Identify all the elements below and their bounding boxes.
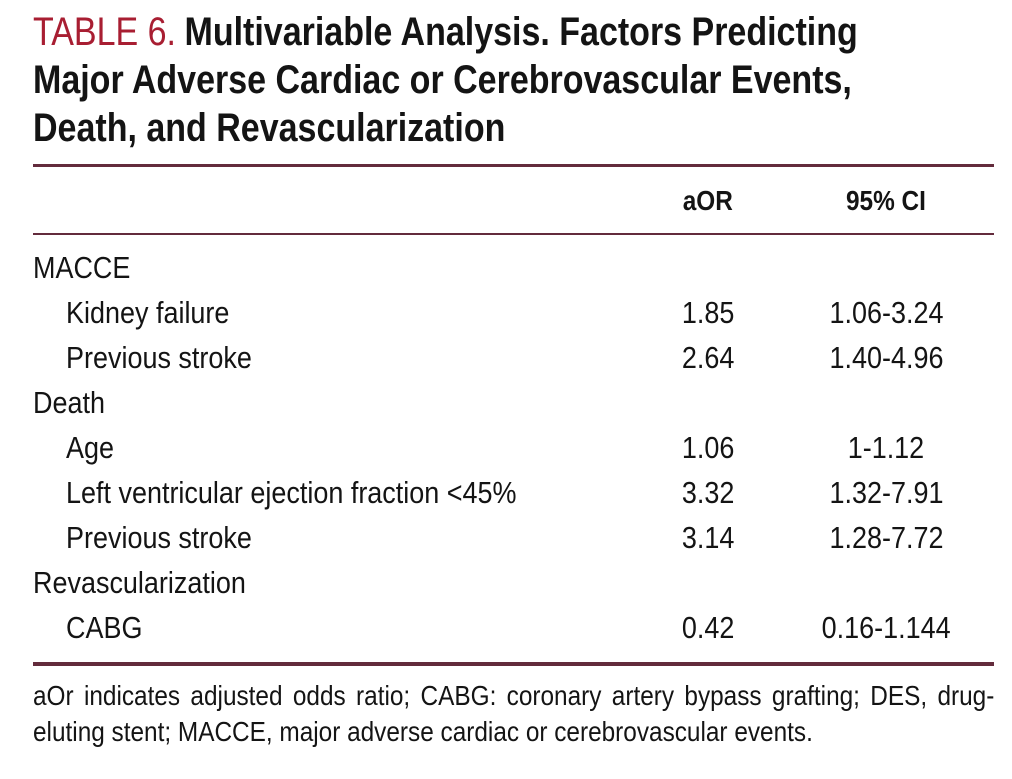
table-row: CABG 0.42 0.16-1.144 (33, 605, 994, 650)
factor-cell: Age (66, 429, 114, 465)
table-row-category: Death (33, 380, 994, 425)
aor-cell: 3.32 (681, 474, 735, 510)
table-row: Left ventricular ejection fraction <45% … (33, 470, 994, 515)
factor-cell: Previous stroke (66, 339, 252, 375)
aor-cell (638, 565, 778, 601)
factor-cell: Kidney failure (66, 294, 230, 330)
table-footnote: aOr indicates adjusted odds ratio; CABG:… (33, 678, 994, 750)
aor-cell: 3.14 (681, 519, 735, 555)
table-title-line-3: Death, and Revascularization (33, 106, 506, 150)
table-title: TABLE 6. Multivariable Analysis. Factors … (33, 8, 994, 152)
table-row: Age 1.06 1-1.12 (33, 425, 994, 470)
table-row-category: MACCE (33, 245, 994, 290)
table-row-category: Revascularization (33, 560, 994, 605)
table-footnote-text: aOr indicates adjusted odds ratio; CABG:… (33, 680, 994, 747)
table-row: Kidney failure 1.85 1.06-3.24 (33, 290, 994, 335)
aor-cell (638, 250, 778, 286)
table-title-line-2: Major Adverse Cardiac or Cerebrovascular… (33, 58, 852, 102)
aor-cell: 0.42 (681, 609, 735, 645)
factor-cell: Left ventricular ejection fraction <45% (66, 474, 517, 510)
ci-cell: 1-1.12 (847, 429, 925, 465)
table-row: Previous stroke 3.14 1.28-7.72 (33, 515, 994, 560)
factor-cell: Death (33, 384, 105, 420)
table-title-line-1: TABLE 6. Multivariable Analysis. Factors … (33, 8, 858, 56)
ci-cell (778, 250, 994, 286)
table-header-row: aOR 95% CI (33, 167, 994, 233)
ci-cell (778, 385, 994, 421)
header-divider-rule (33, 233, 994, 235)
ci-cell: 0.16-1.144 (821, 609, 951, 645)
factor-cell: MACCE (33, 249, 131, 285)
ci-cell: 1.32-7.91 (829, 474, 943, 510)
table-number-label: TABLE 6. (33, 10, 176, 54)
column-header-aor: aOR (682, 185, 734, 216)
aor-cell: 1.85 (681, 294, 735, 330)
aor-cell: 1.06 (681, 429, 735, 465)
ci-cell: 1.06-3.24 (829, 294, 943, 330)
aor-cell (638, 385, 778, 421)
aor-cell: 2.64 (681, 339, 735, 375)
factor-cell: Previous stroke (66, 519, 252, 555)
table-title-text: Multivariable Analysis. Factors Predicti… (184, 10, 858, 54)
column-header-ci: 95% CI (846, 185, 926, 216)
top-rule (33, 164, 994, 167)
table-body: MACCE Kidney failure 1.85 1.06-3.24 Prev… (33, 235, 994, 662)
factor-cell: Revascularization (33, 564, 246, 600)
bottom-rule (33, 662, 994, 666)
table-row: Previous stroke 2.64 1.40-4.96 (33, 335, 994, 380)
ci-cell: 1.40-4.96 (829, 339, 943, 375)
factor-cell: CABG (66, 609, 143, 645)
ci-cell (778, 565, 994, 601)
ci-cell: 1.28-7.72 (829, 519, 943, 555)
